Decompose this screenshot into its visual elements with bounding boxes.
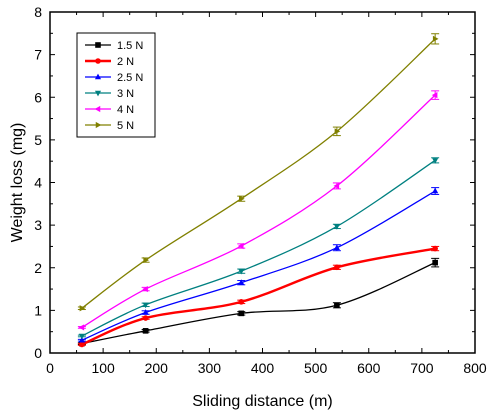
data-point: [432, 259, 438, 266]
data-point: [333, 244, 340, 250]
y-tick-label: 6: [34, 89, 42, 105]
data-point: [238, 279, 245, 285]
legend-item: 2.5 N: [85, 72, 143, 84]
series-2-5-N: [77, 187, 440, 343]
x-tick-label: 0: [46, 360, 54, 376]
data-point: [78, 336, 85, 343]
data-point: [142, 309, 149, 315]
legend-frame: [76, 32, 156, 138]
y-tick-label: 8: [34, 4, 42, 20]
data-point: [334, 264, 340, 271]
x-axis-title: Sliding distance (m): [192, 393, 333, 410]
x-tick-label: 400: [251, 360, 275, 376]
legend-marker: [95, 42, 101, 48]
legend-item: 1.5 N: [85, 40, 143, 52]
data-point: [143, 256, 149, 264]
legend-label: 3 N: [117, 88, 134, 100]
data-point: [142, 302, 149, 309]
data-point: [238, 310, 245, 317]
series-1-5-N: [77, 257, 440, 347]
axes-layer: 0 100 200 300 400 500 600 700 800 0 1 2 3 4 5 6 7 8: [34, 4, 487, 376]
data-point: [78, 333, 85, 340]
y-axis-title: Weight loss (mg): [9, 123, 26, 243]
legend-marker: [94, 73, 102, 80]
y-tick-label: 0: [34, 345, 42, 361]
legend-marker: [95, 121, 102, 129]
legend-marker: [94, 105, 101, 113]
legend-item: 4 N: [85, 104, 134, 116]
series-line: [81, 38, 436, 309]
legend-marker: [95, 58, 101, 64]
x-tick-label: 300: [198, 360, 222, 376]
data-point: [432, 158, 439, 164]
series-2-N: [77, 245, 440, 348]
data-point: [78, 324, 85, 331]
y-tick-label: 2: [34, 260, 42, 276]
data-point: [431, 92, 438, 99]
data-point: [333, 224, 340, 230]
x-tick-label: 500: [304, 360, 328, 376]
y-tick-label: 5: [34, 132, 42, 148]
series-layer: [77, 33, 440, 348]
legend-label: 1.5 N: [117, 40, 143, 52]
data-point: [238, 268, 245, 275]
y-tick-label: 3: [34, 217, 42, 233]
series-3-N: [77, 157, 440, 340]
y-tick-label: 1: [34, 302, 42, 318]
legend-label: 2 N: [117, 56, 134, 68]
series-line: [81, 94, 436, 328]
data-point: [432, 187, 439, 194]
data-point: [432, 245, 438, 252]
legend: 1.5 N 2 N 2.5 N 3 N 4 N 5 N: [76, 32, 156, 138]
x-tick-label: 200: [145, 360, 169, 376]
x-tick-label: 700: [410, 360, 434, 376]
series-line: [81, 247, 436, 346]
data-point: [239, 195, 245, 202]
legend-item: 2 N: [85, 56, 134, 68]
x-tick-label: 800: [463, 360, 487, 376]
legend-label: 5 N: [117, 120, 134, 132]
series-4-N: [77, 90, 440, 331]
legend-label: 2.5 N: [117, 72, 143, 84]
data-point: [142, 285, 148, 293]
x-tick-label: 600: [357, 360, 381, 376]
data-point: [237, 242, 244, 250]
y-tick-label: 4: [34, 175, 42, 191]
data-point: [142, 328, 149, 334]
x-tick-label: 100: [91, 360, 115, 376]
data-point: [238, 299, 245, 305]
legend-item: 5 N: [85, 120, 134, 132]
legend-label: 4 N: [117, 104, 134, 116]
data-point: [334, 302, 340, 309]
legend-item: 3 N: [85, 88, 134, 100]
y-tick-label: 7: [34, 47, 42, 63]
data-point: [334, 128, 341, 135]
data-point: [79, 341, 85, 348]
data-point: [79, 305, 86, 312]
data-point: [432, 35, 439, 42]
data-point: [142, 315, 149, 321]
series-5-N: [77, 33, 440, 312]
legend-marker: [94, 90, 102, 97]
data-point: [333, 182, 340, 189]
